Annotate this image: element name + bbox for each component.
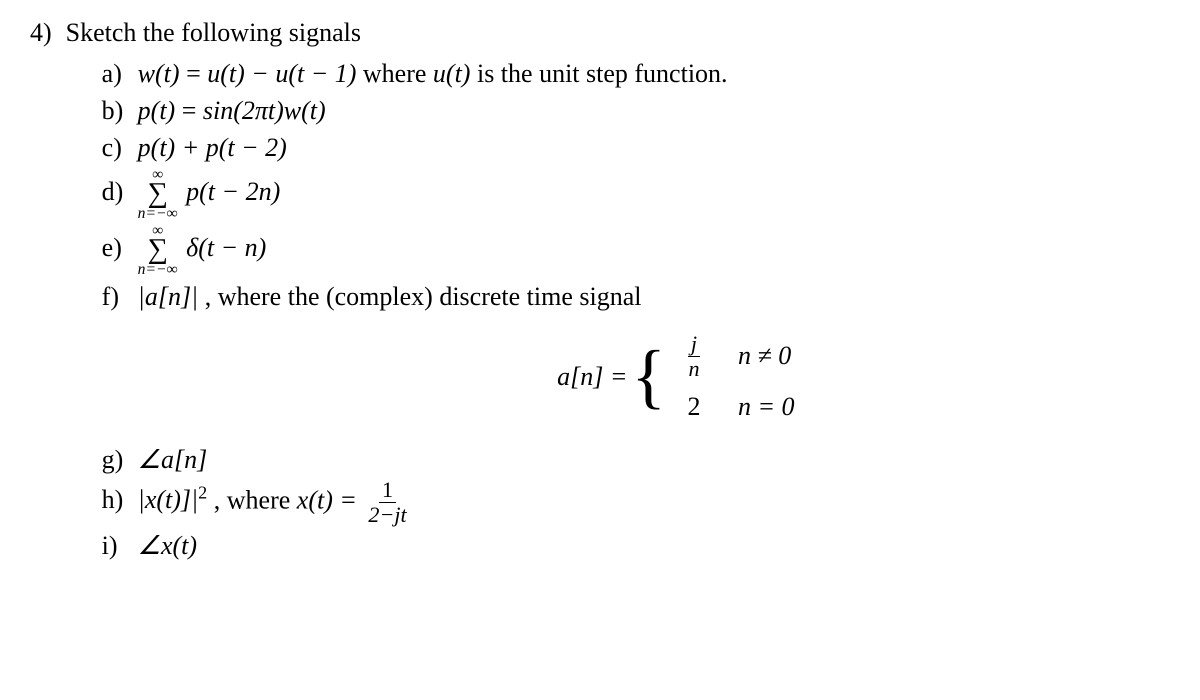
brace-container: { j n n ≠ 0 2 [627,333,794,422]
sub-item-g: g) ∠a[n] [102,442,1170,477]
sum-e-lower: n=−∞ [138,262,178,278]
sub-label-e: e) [102,230,138,265]
sub-item-f: f) |a[n]| , where the (complex) discrete… [102,279,1170,314]
problem-container: 4) Sketch the following signals a) w(t) … [30,18,1170,565]
case-row-1: j n n ≠ 0 [674,333,795,380]
expr-a-lhs: w(t) [138,59,180,88]
expr-h-sup: 2 [198,483,207,503]
summand-e: δ(t − n) [186,233,266,262]
equals-a: = [186,59,207,88]
case2-value: 2 [674,392,714,422]
sub-content-g: ∠a[n] [138,442,1170,477]
expr-h-lhs: |x(t)]|2 [138,485,214,514]
sub-label-g: g) [102,442,138,477]
expr-h-abs: |x(t)]| [138,485,199,514]
sub-label-d: d) [102,174,138,209]
sub-item-e: e) ∞ ∑ n=−∞ δ(t − n) [102,223,1170,277]
sum-e: ∞ ∑ n=−∞ [138,223,178,277]
sub-list: a) w(t) = u(t) − u(t − 1) where u(t) is … [66,56,1170,563]
sub-content-c: p(t) + p(t − 2) [138,130,1170,165]
where-desc-a: is the unit step function. [477,59,728,88]
frac-h-den: 2−jt [365,503,409,526]
case2-cond: n = 0 [738,392,795,422]
sub-item-d: d) ∞ ∑ n=−∞ p(t − 2n) [102,167,1170,221]
sub-item-b: b) p(t) = sin(2πt)w(t) [102,93,1170,128]
problem-content: Sketch the following signals a) w(t) = u… [66,18,1170,565]
sum-d: ∞ ∑ n=−∞ [138,167,178,221]
summand-d: p(t − 2n) [186,177,280,206]
sub-label-f: f) [102,279,138,314]
sub-label-h: h) [102,482,138,517]
case1-value: j n [674,333,714,380]
sub-label-a: a) [102,56,138,91]
problem-number: 4) [30,18,52,48]
where-h: , where [214,485,297,514]
sum-d-lower: n=−∞ [138,206,178,222]
desc-f: , where the (complex) discrete time sign… [205,282,642,311]
xt-equals: x(t) = [297,485,364,514]
cases: j n n ≠ 0 2 n = 0 [674,333,795,422]
sub-content-h: |x(t)]|2 , where x(t) = 1 2−jt [138,479,1170,526]
sub-item-c: c) p(t) + p(t − 2) [102,130,1170,165]
case1-den: n [685,357,702,380]
expr-b-lhs: p(t) [138,96,176,125]
case1-num: j [688,333,700,357]
left-brace-icon: { [631,348,666,406]
sub-item-h: h) |x(t)]|2 , where x(t) = 1 2−jt [102,479,1170,526]
expr-a-rhs: u(t) − u(t − 1) [207,59,356,88]
sub-content-d: ∞ ∑ n=−∞ p(t − 2n) [138,167,1170,221]
sub-content-f: |a[n]| , where the (complex) discrete ti… [138,279,1170,314]
sub-content-b: p(t) = sin(2πt)w(t) [138,93,1170,128]
expr-b-rhs: sin(2πt)w(t) [203,96,326,125]
case1-frac: j n [685,333,702,380]
case1-cond: n ≠ 0 [738,341,791,371]
sub-label-c: c) [102,130,138,165]
equation-lhs: a[n] = [557,362,627,392]
sub-content-i: ∠x(t) [138,528,1170,563]
sigma-icon: ∑ [147,183,167,206]
expr-f: |a[n]| [138,282,199,311]
equals-b: = [182,96,203,125]
sigma-icon: ∑ [147,239,167,262]
sub-item-i: i) ∠x(t) [102,528,1170,563]
sub-content-a: w(t) = u(t) − u(t − 1) where u(t) is the… [138,56,1170,91]
display-equation: a[n] = { j n n ≠ 0 [102,333,1170,422]
where-a: where [363,59,433,88]
sub-item-a: a) w(t) = u(t) − u(t − 1) where u(t) is … [102,56,1170,91]
sub-label-b: b) [102,93,138,128]
where-subject-a: u(t) [433,59,471,88]
sub-content-e: ∞ ∑ n=−∞ δ(t − n) [138,223,1170,277]
case-row-2: 2 n = 0 [674,392,795,422]
frac-h: 1 2−jt [365,479,409,526]
frac-h-num: 1 [379,479,396,503]
sub-label-i: i) [102,528,138,563]
problem-title: Sketch the following signals [66,18,1170,48]
